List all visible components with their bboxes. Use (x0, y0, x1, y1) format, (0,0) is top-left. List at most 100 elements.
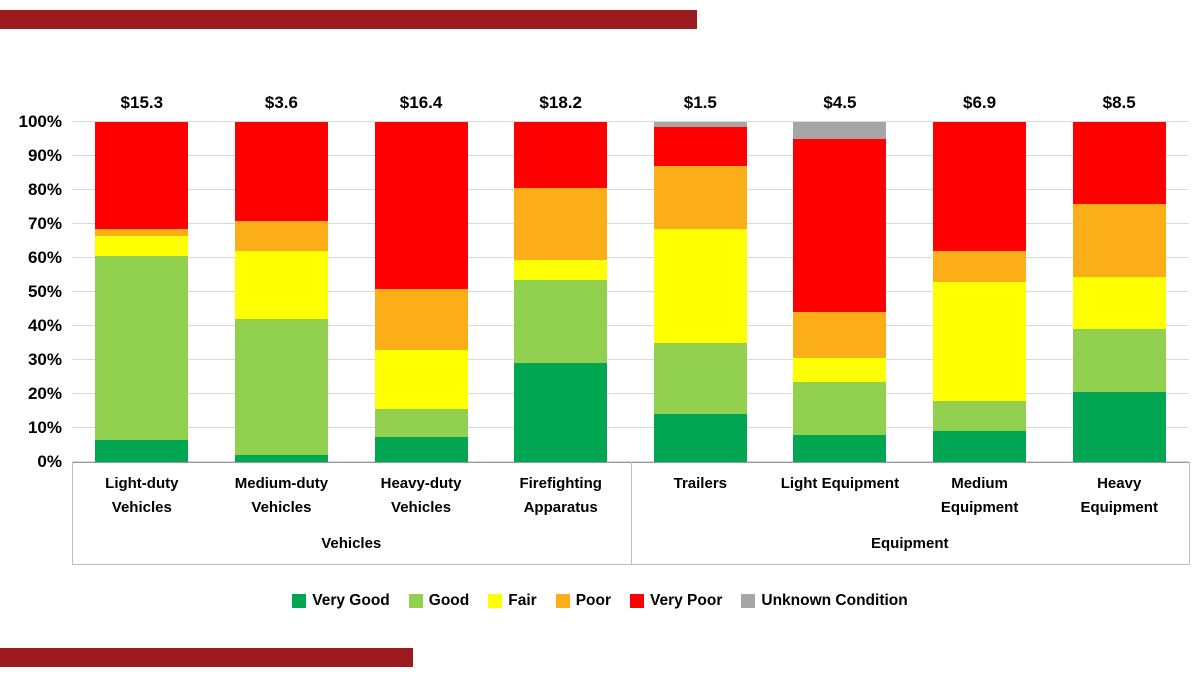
bar-segment-fair (1072, 276, 1166, 330)
bar-segment-very-poor (793, 139, 887, 313)
bar-value-label-3: $16.4 (399, 93, 443, 112)
legend-swatch-icon (292, 594, 307, 608)
bar-segment-good (653, 343, 747, 415)
category-label-3: Heavy-duty Vehicles (380, 475, 462, 516)
gridline-40 (72, 325, 1189, 326)
stacked-bar-3 (374, 122, 468, 462)
category-divider-line-0 (72, 462, 73, 565)
bar-segment-poor (514, 188, 608, 260)
category-label-6: Light Equipment (780, 475, 900, 492)
bar-value-label-7: $6.9 (963, 93, 997, 112)
stacked-bar-7 (933, 122, 1027, 462)
top-accent-bar (0, 10, 697, 29)
bar-segment-very-good (514, 363, 608, 462)
bar-segment-poor (933, 251, 1027, 282)
bar-segment-fair (514, 259, 608, 281)
legend-label: Poor (575, 592, 611, 609)
gridline-50 (72, 291, 1189, 292)
bar-segment-good (374, 409, 468, 437)
y-tick-label-10: 10% (27, 418, 62, 437)
gridline-70 (72, 223, 1189, 224)
category-label-2: Medium-duty Vehicles (234, 475, 329, 516)
gridline-60 (72, 257, 1189, 258)
category-label-7: Medium Equipment (940, 475, 1019, 516)
category-divider-line-1 (630, 462, 632, 565)
stacked-bar-1 (95, 122, 189, 462)
bar-slot-5: $1.5 (631, 93, 771, 462)
y-tick-label-20: 20% (27, 384, 62, 403)
category-label-row: Light-duty Vehicles Medium-duty Vehicles Hea… (72, 472, 1189, 520)
bar-segment-very-good (1072, 392, 1166, 462)
bar-value-label-2: $3.6 (264, 93, 298, 112)
bar-segment-fair (95, 235, 189, 257)
category-label-4: Firefighting Apparatus (519, 475, 602, 516)
bar-segment-poor (374, 288, 468, 350)
bar-segment-very-good (374, 436, 468, 462)
group-label-equipment: Equipment (871, 535, 949, 552)
bar-segment-poor (95, 229, 189, 236)
category-label-5: Trailers (673, 475, 727, 492)
stacked-bar-2 (234, 122, 328, 462)
legend-swatch-icon (408, 594, 423, 608)
bar-segment-good (1072, 329, 1166, 393)
gridline-90 (72, 155, 1189, 156)
stacked-bar-6 (793, 122, 887, 462)
y-tick-label-70: 70% (27, 214, 62, 233)
category-label-1: Light-duty Vehicles (105, 475, 179, 516)
category-axis-area: Light-duty Vehicles Medium-duty Vehicles Hea… (72, 462, 1190, 565)
bar-segment-very-poor (653, 127, 747, 167)
group-label-vehicles: Vehicles (321, 535, 382, 552)
legend-label: Very Poor (650, 592, 723, 609)
gridline-0 (72, 461, 1189, 462)
stacked-bar-8 (1072, 122, 1166, 462)
y-tick-label-30: 30% (27, 350, 62, 369)
bar-segment-very-good (933, 431, 1027, 462)
bar-segment-very-good (793, 434, 887, 462)
bar-segment-unknown-condition (653, 122, 747, 128)
legend-label: Unknown Condition (761, 592, 908, 609)
bar-value-label-8: $8.5 (1102, 93, 1136, 112)
bar-segment-poor (234, 220, 328, 252)
stacked-bar-4 (514, 122, 608, 462)
bar-value-label-1: $15.3 (120, 93, 164, 112)
gridline-10 (72, 427, 1189, 428)
legend-item-fair: Fair (488, 592, 537, 610)
legend: Very Good Good Fair Poor Very Poor Unknown Co… (0, 592, 1200, 610)
bar-segment-very-poor (234, 122, 328, 221)
bar-segment-good (793, 382, 887, 435)
legend-label: Very Good (312, 592, 390, 609)
bar-segment-very-poor (1072, 122, 1166, 204)
legend-item-unknown-condition: Unknown Condition (741, 592, 908, 610)
stacked-bar-5 (653, 122, 747, 462)
bar-slot-6: $4.5 (770, 93, 910, 462)
bar-slot-7: $6.9 (910, 93, 1050, 462)
legend-swatch-icon (741, 594, 756, 608)
bar-segment-fair (933, 281, 1027, 401)
bar-slot-2: $3.6 (212, 93, 352, 462)
category-divider-line-2 (1189, 462, 1190, 565)
bar-value-label-4: $18.2 (539, 93, 582, 112)
plot-area: $15.3 $3.6 $16.4 $18.2 $1.5 $4.5 $6.9 $8.5 (72, 93, 1189, 463)
bar-segment-poor (1072, 203, 1166, 277)
bar-segment-fair (793, 358, 887, 383)
category-label-8: Heavy Equipment (1080, 475, 1158, 516)
legend-swatch-icon (555, 594, 570, 608)
legend-item-very-poor: Very Poor (630, 592, 722, 610)
y-tick-label-60: 60% (27, 248, 62, 267)
bar-segment-fair (234, 251, 328, 320)
gridline-20 (72, 393, 1189, 394)
bottom-accent-bar (0, 648, 413, 667)
y-tick-label-0: 0% (37, 452, 62, 471)
y-tick-label-50: 50% (27, 282, 62, 301)
bar-segment-very-good (234, 455, 328, 462)
bar-segment-very-poor (374, 122, 468, 289)
bar-segment-very-poor (514, 122, 608, 189)
legend-swatch-icon (630, 594, 644, 608)
bar-segment-poor (653, 166, 747, 230)
y-tick-label-90: 90% (27, 146, 62, 165)
legend-item-very-good: Very Good (292, 592, 390, 610)
legend-label: Fair (508, 592, 537, 609)
legend-swatch-icon (488, 594, 503, 608)
bar-segment-good (514, 280, 608, 364)
